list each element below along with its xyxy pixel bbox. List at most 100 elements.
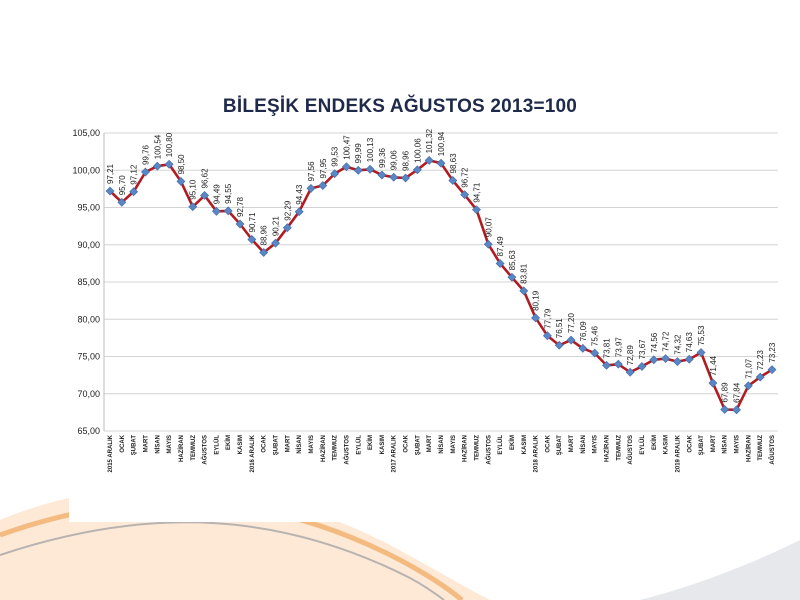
data-label: 73,81 (603, 338, 612, 359)
data-point (613, 359, 623, 369)
data-point (743, 381, 753, 391)
data-label: 73,97 (614, 337, 623, 358)
data-point (732, 405, 741, 415)
data-label: 94,43 (295, 184, 304, 205)
x-tick-label: MART (569, 435, 575, 453)
x-tick-label: NİSAN (154, 435, 161, 454)
x-tick-label: EKİM (367, 435, 374, 450)
x-tick-label: MAYIS (309, 435, 315, 453)
y-tick-label: 65,00 (77, 426, 100, 436)
y-tick-label: 75,00 (77, 352, 100, 362)
y-tick-label: 105,00 (72, 128, 100, 138)
x-tick-label: EKİM (509, 435, 516, 450)
data-point (448, 176, 458, 185)
data-point (282, 223, 292, 233)
data-point (200, 191, 209, 200)
data-label: 97,56 (307, 161, 316, 182)
data-point (342, 162, 351, 172)
data-label: 99,36 (378, 147, 387, 168)
x-tick-label: AĞUSTOS (484, 435, 492, 465)
data-point (129, 187, 139, 197)
data-label: 74,32 (673, 334, 682, 355)
data-label: 76,09 (579, 321, 588, 342)
x-tick-label: 2018 ARALIK (534, 434, 540, 472)
data-label: 96,62 (201, 168, 210, 189)
x-tick-label: EYLÜL (639, 435, 646, 455)
data-point (424, 155, 434, 165)
x-tick-label: KASIM (664, 435, 670, 454)
series-markers (105, 155, 777, 415)
x-tick-label: ŞUBAT (415, 435, 421, 456)
data-point (188, 202, 198, 212)
data-point (318, 181, 328, 190)
x-tick-label: 2016 ARALIK (250, 434, 256, 472)
x-tick-label: TEMMUZ (758, 435, 764, 461)
x-tick-label: TEMMUZ (191, 435, 197, 461)
x-tick-label: MAYIS (167, 435, 173, 453)
x-tick-label: 2015 ARALIK (108, 434, 114, 472)
data-point (649, 355, 659, 365)
x-tick-label: 2017 ARALIK (392, 434, 398, 472)
data-label: 99,76 (141, 144, 150, 165)
data-label: 73,23 (768, 342, 777, 363)
data-label: 67,84 (733, 382, 742, 403)
chart-frame (69, 72, 789, 522)
x-tick-label: NİSAN (580, 435, 587, 454)
data-point (767, 365, 777, 375)
data-point (401, 173, 410, 183)
data-point (720, 405, 730, 414)
grey-swoosh-line (0, 521, 445, 600)
data-point (223, 206, 233, 216)
y-tick-label: 90,00 (77, 240, 100, 250)
x-tick-label: EYLÜL (213, 435, 220, 455)
data-point (389, 172, 399, 182)
data-label: 99,53 (331, 146, 340, 167)
x-tick-label: AĞUSTOS (201, 435, 209, 465)
data-label: 100,54 (153, 134, 162, 159)
data-label: 100,06 (413, 138, 422, 163)
data-label: 77,79 (543, 308, 552, 329)
data-point (436, 158, 446, 168)
data-point (696, 348, 706, 357)
data-point (708, 378, 718, 388)
x-tick-label: MAYIS (735, 435, 741, 453)
data-point (330, 169, 340, 179)
data-label: 97,21 (106, 163, 115, 184)
data-label: 83,81 (520, 263, 529, 284)
data-point (684, 354, 694, 364)
data-point (377, 170, 387, 180)
x-tick-label: AĞUSTOS (342, 435, 350, 465)
data-point (141, 167, 150, 177)
x-tick-label: AĞUSTOS (626, 435, 634, 465)
x-tick-label: MAYIS (593, 435, 599, 453)
data-label: 73,67 (638, 339, 647, 360)
data-point (602, 360, 611, 370)
data-label: 71,07 (744, 358, 753, 379)
x-tick-label: HAZİRAN (320, 435, 327, 462)
data-point (661, 354, 671, 364)
x-tick-label: MART (143, 435, 149, 453)
data-label: 74,56 (650, 332, 659, 353)
data-point (152, 161, 162, 171)
data-point (211, 206, 221, 216)
x-tick-label: NİSAN (296, 435, 303, 454)
data-label: 101,32 (425, 128, 434, 153)
data-point (531, 313, 540, 323)
chart-title: BİLEŞİK ENDEKS AĞUSTOS 2013=100 (222, 96, 578, 117)
data-point (590, 348, 600, 358)
data-label: 95,70 (118, 175, 127, 196)
x-tick-label: ŞUBAT (132, 435, 138, 456)
x-tick-label: MAYIS (451, 435, 457, 453)
data-point (637, 361, 647, 371)
data-label: 72,23 (756, 350, 765, 371)
data-label: 100,47 (342, 135, 351, 160)
data-point (578, 343, 588, 353)
data-label: 98,50 (177, 154, 186, 175)
data-label: 90,07 (484, 217, 493, 238)
right-grey-swoosh (640, 540, 800, 600)
data-label: 75,53 (697, 325, 706, 346)
x-tick-label: NİSAN (438, 435, 445, 454)
y-tick-label: 100,00 (72, 165, 100, 175)
